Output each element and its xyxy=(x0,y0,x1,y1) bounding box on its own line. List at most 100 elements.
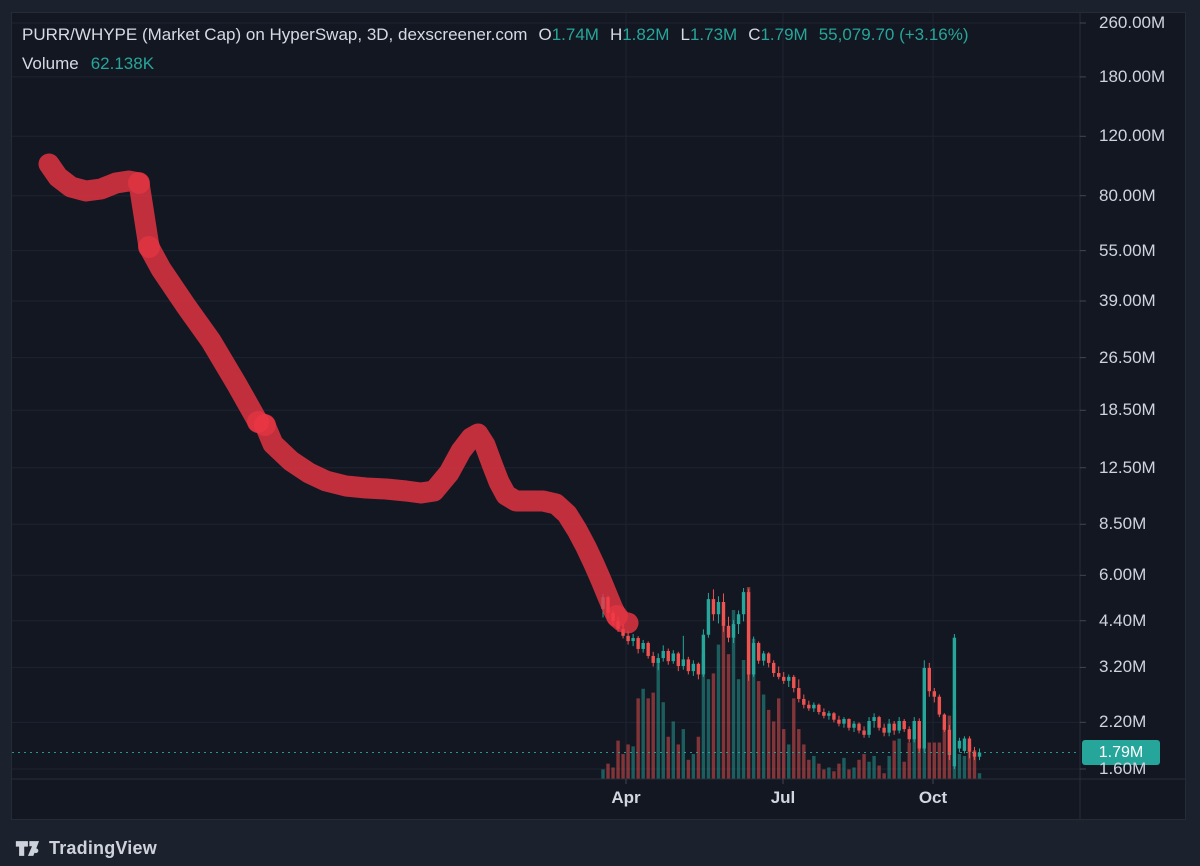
volume-bar xyxy=(872,755,876,779)
candle-body xyxy=(691,663,696,672)
candle-body xyxy=(807,704,811,709)
tradingview-brand-text: TradingView xyxy=(49,837,157,858)
candle-body xyxy=(671,653,675,662)
candle-body xyxy=(706,599,711,635)
volume-bar xyxy=(761,694,766,779)
last-price-badge: 1.79M xyxy=(1082,740,1160,766)
candle-body xyxy=(646,643,650,656)
candle-body xyxy=(972,751,977,757)
price-axis[interactable]: 1.79M 260.00M 180.00M 120.00M 80.00M 55.00M 3… xyxy=(1080,13,1185,779)
candle-body xyxy=(701,634,706,675)
candle-body xyxy=(626,635,630,642)
volume-bar xyxy=(782,729,786,779)
candle-body xyxy=(651,655,655,663)
volume-bar xyxy=(686,759,691,779)
ohlc-low: L1.73M xyxy=(680,25,738,44)
volume-bar xyxy=(957,754,962,779)
tradingview-attribution[interactable]: TradingView xyxy=(14,835,157,861)
volume-bar xyxy=(902,761,906,779)
volume-bar xyxy=(771,721,776,779)
volume-bar xyxy=(847,769,851,779)
volume-bar xyxy=(907,742,911,779)
volume-bar xyxy=(676,744,680,779)
volume-bar xyxy=(736,679,741,779)
brush-dot xyxy=(606,605,628,627)
candle-body xyxy=(952,637,957,767)
symbol-title: PURR/WHYPE (Market Cap) on HyperSwap, 3D… xyxy=(22,25,528,44)
volume-bar xyxy=(787,744,791,779)
candle-body xyxy=(756,643,761,661)
volume-bar xyxy=(646,698,650,779)
volume-bar xyxy=(696,736,701,779)
brush-annotation[interactable] xyxy=(38,153,639,634)
candle-body xyxy=(681,659,686,667)
candle-body xyxy=(812,704,816,709)
candle-body xyxy=(837,719,841,724)
volume-bar xyxy=(832,771,836,779)
candle-body xyxy=(967,738,972,752)
brush-dot xyxy=(254,414,276,436)
candle-body xyxy=(782,676,786,681)
volume-bar xyxy=(792,698,796,779)
candle-body xyxy=(912,720,916,740)
candle-body xyxy=(631,638,635,642)
candle-body xyxy=(887,723,891,733)
volume-bar xyxy=(666,736,670,779)
volume-bar xyxy=(942,725,947,779)
candle-body xyxy=(962,738,967,751)
volume-bar xyxy=(867,761,871,779)
time-axis-label: Apr xyxy=(611,788,641,807)
candle-body xyxy=(797,688,801,699)
volume-bar xyxy=(616,740,620,779)
candle-body xyxy=(937,696,942,715)
price-axis-label: 1.60M xyxy=(1099,758,1147,778)
candle-body xyxy=(656,658,660,663)
volume-bar xyxy=(877,765,881,779)
brush-dot xyxy=(138,236,160,258)
candle-body xyxy=(661,650,665,659)
candle-body xyxy=(746,592,751,675)
volume-label: Volume xyxy=(22,54,79,73)
volume-bar xyxy=(606,763,610,779)
volume-bar xyxy=(681,729,686,779)
price-axis-label: 26.50M xyxy=(1099,347,1156,367)
candle-body xyxy=(696,663,701,675)
time-axis-label: Oct xyxy=(918,788,948,807)
candle-body xyxy=(842,719,846,724)
ohlc-open: O1.74M xyxy=(538,25,599,44)
volume-bar xyxy=(932,742,937,779)
volume-bar xyxy=(827,767,831,779)
price-axis-label: 180.00M xyxy=(1099,66,1166,86)
candle-body xyxy=(977,752,982,757)
volume-value: 62.138K xyxy=(90,54,155,73)
candle-body xyxy=(802,698,806,705)
volume-bar xyxy=(751,638,756,779)
volume-bar xyxy=(726,654,731,779)
candle-body xyxy=(922,667,926,749)
candle-body xyxy=(917,720,921,749)
candle-body xyxy=(787,676,791,681)
candle-body xyxy=(927,667,931,692)
change-value: 55,079.70 (+3.16%) xyxy=(818,25,969,44)
volume-bar xyxy=(857,759,861,779)
candle-body xyxy=(676,653,680,667)
time-axis[interactable]: Apr Jul Oct xyxy=(12,779,1080,819)
candle-body xyxy=(817,704,821,713)
candle-body xyxy=(711,599,716,615)
chart-panel: PURR/WHYPE (Market Cap) on HyperSwap, 3D… xyxy=(11,12,1186,820)
volume-bar xyxy=(651,692,655,779)
volume-bar xyxy=(797,729,801,779)
volume-bar xyxy=(862,754,866,779)
volume-bar xyxy=(937,742,942,779)
candle-body xyxy=(666,650,670,662)
candle-body xyxy=(832,713,836,720)
brush-dot xyxy=(128,172,150,194)
price-axis-label: 6.00M xyxy=(1099,565,1147,585)
chart-plot[interactable] xyxy=(12,13,1185,819)
volume-bar xyxy=(852,767,856,779)
legend-volume-row: Volume 62.138K xyxy=(22,52,969,76)
candle-body xyxy=(792,676,796,689)
candle-body xyxy=(726,625,731,638)
volume-bar xyxy=(621,754,625,779)
